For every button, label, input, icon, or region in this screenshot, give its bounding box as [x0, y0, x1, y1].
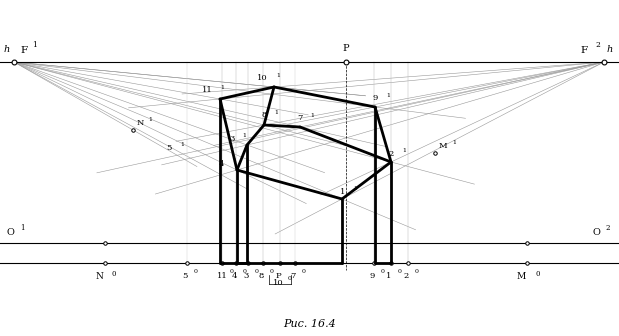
Text: 1: 1	[149, 117, 152, 122]
Text: 1: 1	[180, 142, 184, 147]
Text: 0: 0	[287, 277, 292, 282]
Text: 2: 2	[596, 41, 601, 49]
Text: 3: 3	[243, 272, 249, 280]
Text: h: h	[3, 45, 9, 54]
Text: 1: 1	[274, 110, 279, 115]
Text: P: P	[275, 272, 281, 280]
Text: 1: 1	[402, 148, 406, 153]
Text: 8: 8	[261, 111, 266, 119]
Text: 8: 8	[259, 272, 264, 280]
Text: F: F	[20, 46, 27, 55]
Text: Рис. 16.4: Рис. 16.4	[283, 319, 336, 329]
Text: h: h	[607, 45, 613, 54]
Text: 1: 1	[452, 140, 456, 145]
Text: 9: 9	[373, 94, 378, 102]
Text: M: M	[438, 142, 447, 150]
Text: 5: 5	[167, 144, 172, 152]
Text: F: F	[581, 46, 587, 55]
Text: 0: 0	[111, 270, 116, 278]
Text: 5: 5	[183, 272, 188, 280]
Text: 2: 2	[404, 272, 409, 280]
Text: 1: 1	[33, 41, 37, 49]
Text: 1: 1	[311, 113, 314, 118]
Text: 0: 0	[254, 269, 258, 274]
Text: 0: 0	[193, 269, 197, 274]
Text: 9: 9	[370, 272, 375, 280]
Text: 1: 1	[233, 158, 236, 163]
Text: 10: 10	[273, 279, 284, 287]
Text: 0: 0	[414, 269, 418, 274]
Text: 1: 1	[220, 85, 225, 90]
Text: 2: 2	[605, 224, 610, 232]
Text: 11: 11	[217, 272, 227, 280]
Text: N: N	[96, 272, 104, 282]
Text: 0: 0	[269, 269, 273, 274]
Text: N: N	[136, 119, 144, 127]
Text: 1: 1	[276, 73, 280, 78]
Text: 0: 0	[380, 269, 384, 274]
Text: 4: 4	[219, 160, 225, 168]
Text: 0: 0	[301, 269, 305, 274]
Text: 1: 1	[353, 186, 357, 191]
Text: 0: 0	[242, 269, 246, 274]
Text: 2: 2	[389, 150, 394, 158]
Text: 10: 10	[257, 74, 268, 82]
Text: 7: 7	[297, 114, 303, 122]
Text: O: O	[592, 228, 600, 237]
Text: 4: 4	[232, 272, 237, 280]
Text: 0: 0	[230, 269, 234, 274]
Text: O: O	[6, 228, 14, 237]
Text: 1: 1	[386, 272, 392, 280]
Text: 0: 0	[535, 270, 540, 278]
Text: 1: 1	[386, 93, 390, 97]
Text: 0: 0	[397, 269, 401, 274]
Text: 11: 11	[202, 86, 212, 94]
Text: 3: 3	[229, 135, 235, 143]
Text: P: P	[343, 44, 349, 53]
Text: 1: 1	[243, 133, 246, 138]
Text: 1: 1	[340, 187, 345, 196]
Text: M: M	[516, 272, 526, 282]
Text: 7: 7	[290, 272, 296, 280]
Text: 1: 1	[20, 224, 25, 232]
